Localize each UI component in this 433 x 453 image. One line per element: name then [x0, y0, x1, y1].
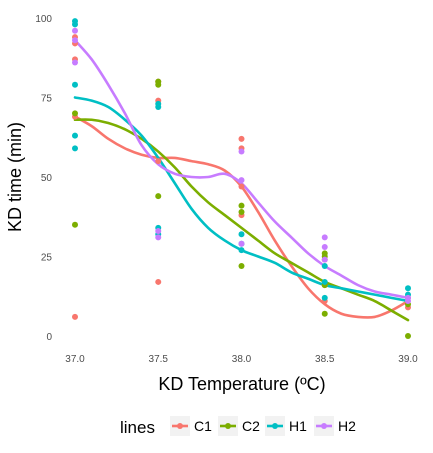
trend-line-c2 [73, 118, 410, 322]
legend-title: lines [120, 418, 155, 437]
point-c2 [155, 78, 162, 85]
point-c2 [238, 202, 245, 209]
legend-label: H2 [338, 418, 356, 434]
point-h1 [405, 285, 411, 292]
point-h2 [72, 59, 78, 66]
trend-line-h2 [73, 38, 410, 300]
point-h2 [155, 228, 162, 235]
point-h1 [321, 294, 328, 301]
point-h2 [321, 243, 328, 250]
legend-key-point [225, 423, 231, 429]
legend: lines C1 C2 H1 H2 [120, 416, 356, 437]
point-c1 [155, 158, 162, 165]
point-h2 [238, 177, 245, 184]
point-h1 [238, 247, 245, 254]
point-h2 [238, 240, 245, 247]
point-h2 [72, 27, 78, 34]
y-tick-label: 25 [41, 253, 53, 264]
x-tick-label: 37.5 [149, 354, 169, 365]
point-h1 [72, 18, 78, 25]
legend-label: C1 [194, 418, 212, 434]
x-tick-label: 38.0 [232, 354, 252, 365]
point-c2 [321, 250, 328, 257]
point-h1 [72, 132, 78, 139]
y-tick-label: 0 [46, 332, 52, 343]
y-tick-label: 75 [41, 94, 53, 105]
data-points [72, 18, 411, 339]
y-axis-title: KD time (min) [5, 122, 25, 232]
point-c2 [405, 333, 411, 339]
legend-item-c1: C1 [170, 416, 212, 436]
point-h2 [321, 256, 328, 263]
x-axis-title: KD Temperature (ºC) [158, 374, 325, 394]
y-tick-label: 100 [35, 14, 52, 25]
point-c2 [321, 310, 328, 317]
point-h1 [72, 145, 78, 152]
y-axis-ticks: 0 25 50 75 100 [35, 14, 52, 343]
point-h1 [72, 81, 78, 88]
point-c1 [155, 278, 162, 285]
point-h2 [238, 148, 245, 155]
point-c1 [238, 135, 245, 142]
legend-key-point [177, 423, 183, 429]
point-c2 [72, 110, 78, 117]
point-h1 [321, 263, 328, 270]
point-c1 [238, 183, 245, 190]
x-tick-label: 39.0 [398, 354, 418, 365]
y-tick-label: 50 [41, 173, 53, 184]
point-h2 [405, 294, 411, 301]
point-h2 [155, 234, 162, 241]
x-tick-label: 37.0 [65, 354, 85, 365]
legend-item-h1: H1 [265, 416, 307, 436]
x-axis-ticks: 37.0 37.5 38.0 38.5 39.0 [65, 354, 418, 365]
legend-label: C2 [242, 418, 260, 434]
point-c1 [72, 313, 78, 320]
point-c2 [238, 263, 245, 270]
legend-item-c2: C2 [218, 416, 260, 436]
legend-item-h2: H2 [314, 416, 356, 436]
legend-key-point [321, 423, 327, 429]
legend-label: H1 [289, 418, 307, 434]
legend-key-point [272, 423, 278, 429]
x-tick-label: 38.5 [315, 354, 335, 365]
point-c2 [238, 208, 245, 215]
point-c2 [72, 221, 78, 228]
point-h1 [321, 278, 328, 285]
point-h2 [72, 37, 78, 44]
point-h2 [321, 234, 328, 241]
point-h1 [155, 100, 162, 107]
point-c2 [155, 193, 162, 200]
point-h1 [238, 231, 245, 238]
